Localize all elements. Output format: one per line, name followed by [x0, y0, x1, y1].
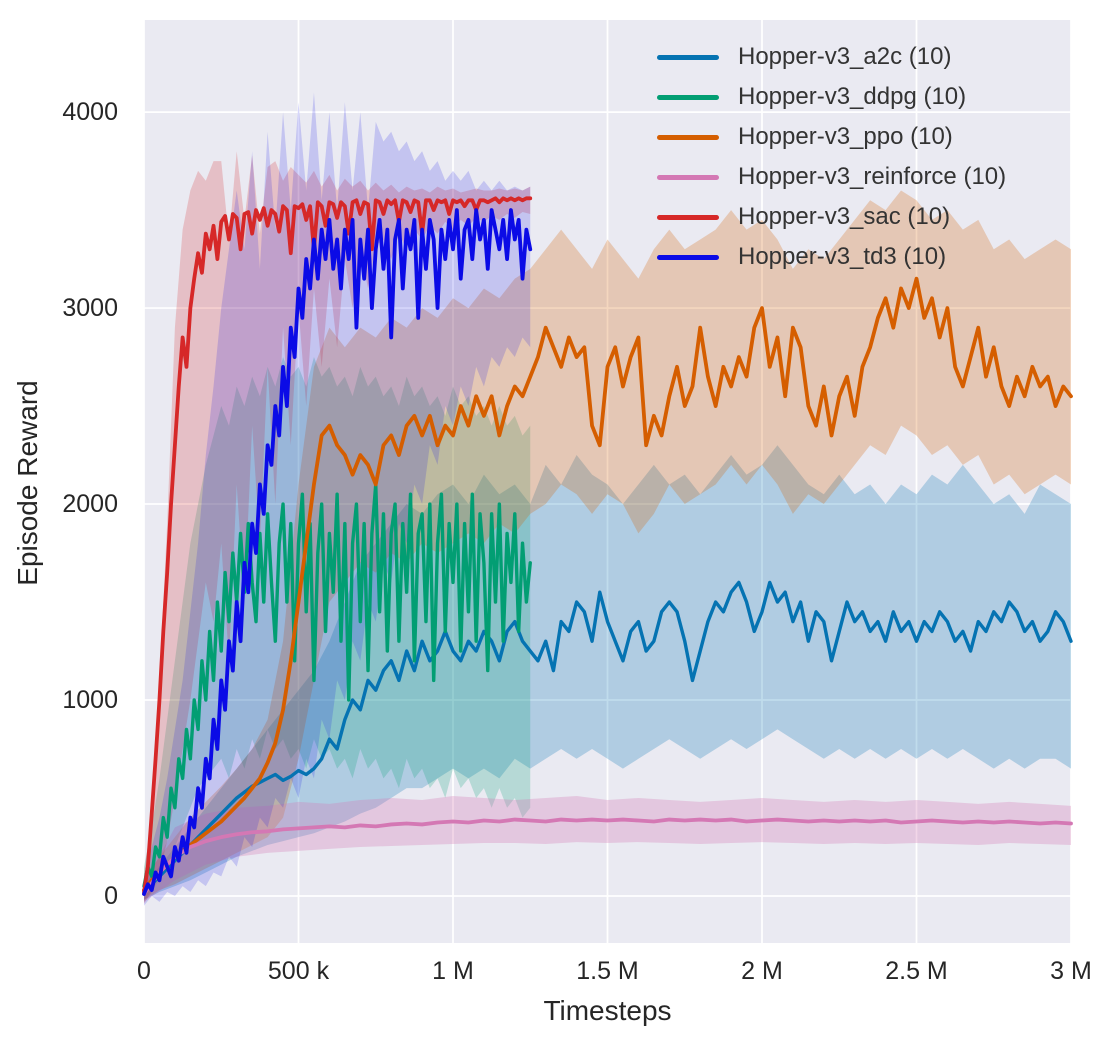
legend-item-ppo: Hopper-v3_ppo (10) — [657, 117, 1006, 157]
legend-item-td3: Hopper-v3_td3 (10) — [657, 237, 1006, 277]
legend: Hopper-v3_a2c (10) Hopper-v3_ddpg (10) H… — [657, 37, 1006, 277]
legend-item-reinforce: Hopper-v3_reinforce (10) — [657, 157, 1006, 197]
line-ppo — [142, 276, 1073, 892]
sac-line-swatch — [657, 214, 719, 220]
y-tick-label-3000: 3000 — [62, 294, 118, 323]
y-tick-label-1000: 1000 — [62, 686, 118, 714]
x-axis-label: Timesteps — [543, 995, 672, 1026]
line-a2c — [142, 580, 1073, 892]
band-ppo — [144, 190, 1071, 900]
legend-item-sac: Hopper-v3_sac (10) — [657, 197, 1006, 237]
legend-item-a2c: Hopper-v3_a2c (10) — [657, 37, 1006, 77]
legend-label-ppo: Hopper-v3_ppo (10) — [738, 123, 953, 150]
y-tick-label-2000: 2000 — [62, 490, 118, 519]
ppo-line-swatch — [657, 134, 719, 140]
y-tick-label-4000: 4000 — [62, 98, 118, 127]
legend-label-ddpg: Hopper-v3_ddpg (10) — [738, 83, 967, 110]
legend-label-a2c: Hopper-v3_a2c (10) — [738, 43, 952, 70]
reinforce-line-swatch — [657, 174, 719, 180]
x-tick-label-500k: 500 k — [267, 957, 330, 985]
legend-item-ddpg: Hopper-v3_ddpg (10) — [657, 77, 1006, 117]
td3-line-swatch — [657, 254, 719, 260]
ddpg-line-swatch — [657, 94, 719, 100]
legend-label-reinforce: Hopper-v3_reinforce (10) — [738, 163, 1007, 190]
band-ddpg — [144, 357, 531, 902]
x-tick-label-0: 0 — [137, 957, 151, 985]
band-sac — [144, 151, 531, 904]
x-tick-label-1M: 1 M — [432, 957, 474, 985]
line-sac — [142, 196, 533, 894]
line-ddpg — [142, 482, 532, 888]
x-tick-label-2M: 2 M — [741, 957, 783, 985]
x-tick-label-15M: 1.5 M — [576, 957, 639, 985]
y-tick-label-0: 0 — [104, 881, 118, 910]
band-a2c — [144, 445, 1071, 900]
x-tick-label-3M: 3 M — [1050, 957, 1092, 985]
legend-label-td3: Hopper-v3_td3 (10) — [738, 243, 947, 270]
line-td3 — [142, 208, 533, 896]
x-tick-label-25M: 2.5 M — [885, 957, 948, 985]
line-reinforce — [142, 817, 1073, 896]
legend-label-sac: Hopper-v3_sac (10) — [738, 203, 951, 230]
a2c-line-swatch — [657, 54, 719, 60]
y-axis-label: Episode Reward — [12, 380, 43, 586]
